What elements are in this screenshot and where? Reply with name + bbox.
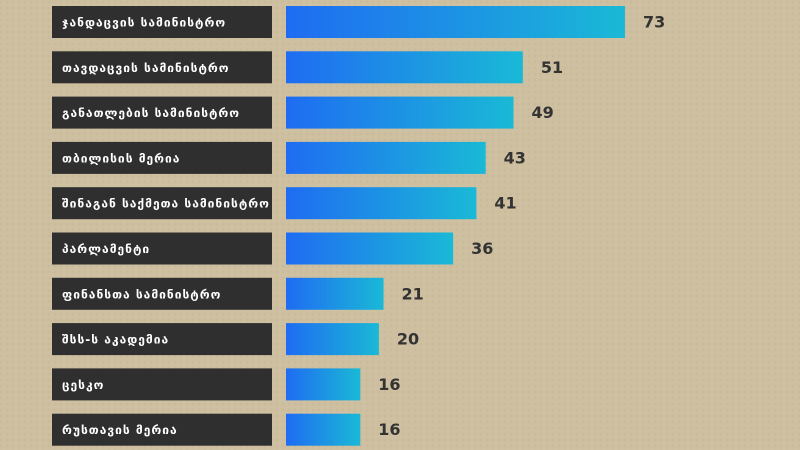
category-label: პარლამენტი xyxy=(62,242,150,256)
category-label: თბილისის მერია xyxy=(62,151,180,165)
bar xyxy=(286,368,361,401)
value-label: 41 xyxy=(494,194,516,213)
bar xyxy=(286,141,486,174)
bar xyxy=(286,96,514,129)
category-label: განათლების სამინისტრო xyxy=(62,106,240,120)
value-label: 16 xyxy=(378,375,400,394)
label-box xyxy=(52,413,272,446)
category-label: შინაგან საქმეთა სამინისტრო xyxy=(62,197,270,211)
category-label: თავდაცვის სამინისტრო xyxy=(62,61,230,75)
category-label: ფინანსთა სამინისტრო xyxy=(62,287,221,301)
bar xyxy=(286,6,625,38)
label-box xyxy=(52,187,272,220)
label-box xyxy=(52,51,272,84)
value-label: 49 xyxy=(532,103,554,122)
value-label: 20 xyxy=(397,330,419,349)
bar xyxy=(286,413,361,446)
label-box xyxy=(52,141,272,174)
bar xyxy=(286,51,523,84)
value-label: 16 xyxy=(378,420,400,439)
category-label: ცესკო xyxy=(62,378,104,392)
label-box xyxy=(52,96,272,129)
label-box xyxy=(52,323,272,356)
category-label: შსს-ს აკადემია xyxy=(62,333,169,347)
label-box xyxy=(52,368,272,401)
category-label: რუსთავის მერია xyxy=(62,423,178,437)
label-box xyxy=(52,6,272,38)
category-label: ჯანდაცვის სამინისტრო xyxy=(62,16,226,30)
bar xyxy=(286,323,379,356)
bar xyxy=(286,277,384,310)
value-label: 36 xyxy=(471,239,493,258)
bar xyxy=(286,232,454,265)
value-label: 51 xyxy=(541,58,563,77)
label-box xyxy=(52,277,272,310)
value-label: 21 xyxy=(402,284,424,303)
label-box xyxy=(52,232,272,265)
value-label: 73 xyxy=(643,13,665,32)
bar xyxy=(286,187,477,220)
value-label: 43 xyxy=(504,148,526,167)
